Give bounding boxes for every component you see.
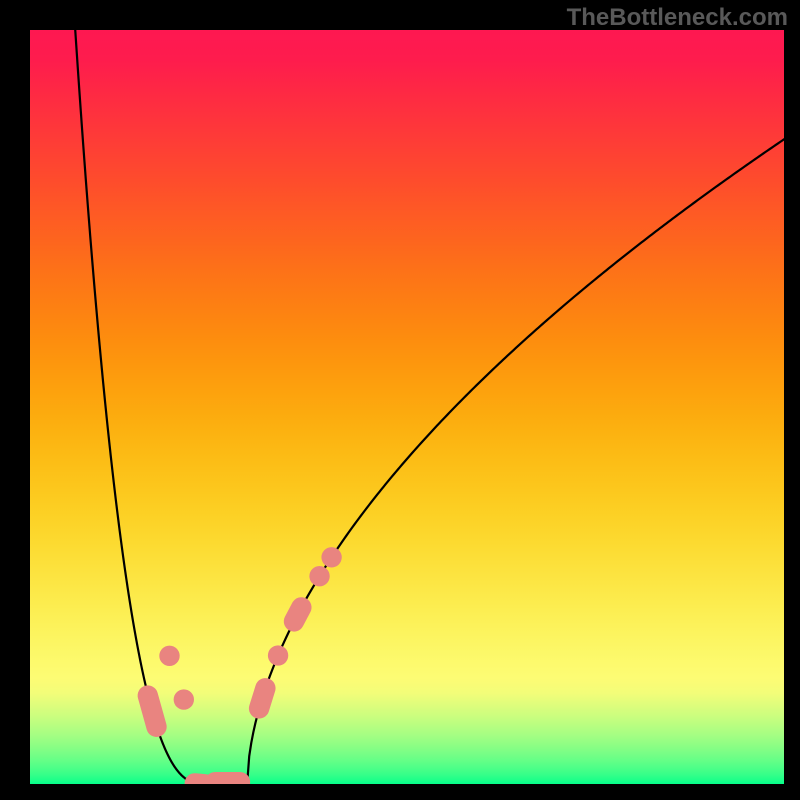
curve-marker (174, 689, 194, 709)
curve-marker (205, 772, 250, 784)
chart-container: TheBottleneck.com (0, 0, 800, 800)
plot-area (30, 30, 784, 784)
chart-svg (30, 30, 784, 784)
watermark-text: TheBottleneck.com (567, 4, 788, 32)
curve-marker (321, 547, 341, 567)
curve-marker (159, 646, 179, 666)
curve-marker (268, 645, 288, 665)
curve-marker (309, 566, 329, 586)
